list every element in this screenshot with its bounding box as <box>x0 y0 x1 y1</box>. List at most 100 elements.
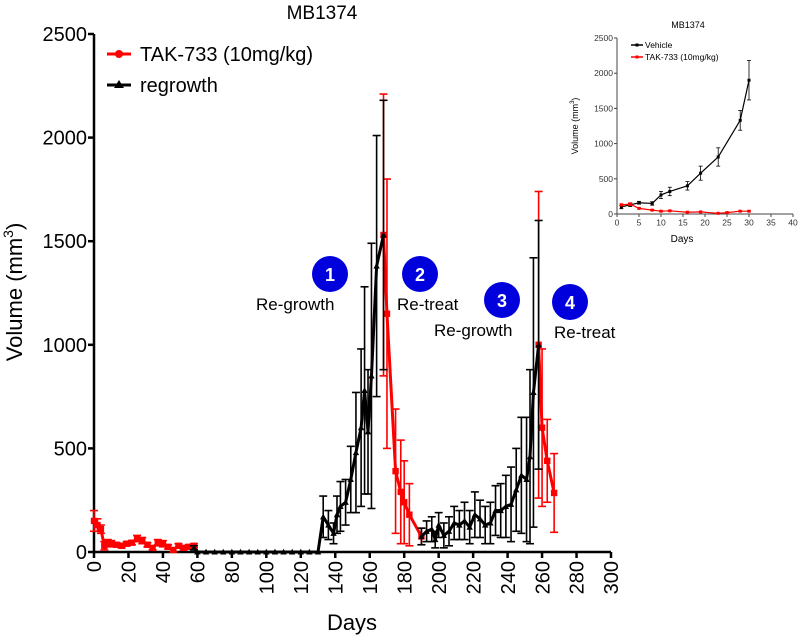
main-series-regrowth-point <box>481 521 489 528</box>
main-y-tick-label: 2500 <box>43 24 88 46</box>
inset-series-vehicle-point <box>716 155 720 159</box>
inset-y-label: Volume (mm3) <box>570 98 580 155</box>
main-series-regrowth-point <box>428 526 435 532</box>
main-series-regrowth-point <box>194 548 201 555</box>
main-series-tak733-point <box>180 544 187 552</box>
main-series-regrowth-point <box>492 507 499 514</box>
inset-series-vehicle-point <box>685 184 689 188</box>
main-series-tak733-point <box>170 546 177 554</box>
main-series-regrowth-point <box>461 517 468 524</box>
main-series-regrowth-point <box>320 513 327 520</box>
inset-series-tak733-point <box>659 209 663 213</box>
main-series-tak733-point <box>406 511 413 518</box>
inset-series-vehicle-point <box>637 201 641 205</box>
inset-series-vehicle-point <box>619 205 623 209</box>
annotation-3-label: Re-growth <box>434 321 512 340</box>
main-y-tick-label: 1000 <box>43 335 88 357</box>
annotation-1-number: 1 <box>325 265 335 285</box>
main-x-tick-label: 180 <box>394 561 416 594</box>
inset-y-label-sup: 3 <box>570 100 576 104</box>
main-series-tak733-point <box>159 540 167 547</box>
main-x-tick-label: 0 <box>84 561 106 572</box>
inset-series-tak733-point <box>650 208 654 212</box>
main-series-regrowth-point <box>373 262 380 269</box>
legend-tak733-marker <box>115 50 123 58</box>
inset-series-vehicle-point <box>659 193 663 197</box>
main-series-tak733-point <box>101 542 108 549</box>
inset-series-vehicle-point <box>650 201 654 205</box>
main-y-tick-label: 0 <box>76 542 87 564</box>
inset-legend-tak733-label: TAK-733 (10mg/kg) <box>645 52 719 62</box>
main-series-tak733-point <box>149 544 156 552</box>
main-series-regrowth-point <box>202 548 210 555</box>
main-series-regrowth-point <box>288 548 296 555</box>
annotation-4-label: Re-treat <box>554 323 616 342</box>
inset-plot-area: 0 500 1000 1500 2000 2500 0 5 10 15 20 25 30 35 40 <box>594 33 798 228</box>
main-series-tak733-line <box>537 344 556 494</box>
annotation-2-label: Re-treat <box>397 295 459 314</box>
main-series-tak733-point <box>392 467 399 475</box>
inset-y-tick-label: 0 <box>608 209 613 219</box>
main-x-tick-label: 300 <box>601 561 623 594</box>
inset-x-label: Days <box>671 234 694 245</box>
main-x-tick-label: 160 <box>360 561 382 594</box>
main-series-regrowth-point <box>513 486 520 493</box>
main-series-regrowth-point <box>535 341 542 348</box>
main-series-regrowth-point <box>220 548 227 555</box>
main-series-tak733-point <box>544 457 551 465</box>
inset-series-vehicle-point <box>668 189 672 193</box>
inset-x-tick-label: 35 <box>766 218 776 228</box>
main-x-tick-label: 140 <box>325 561 347 594</box>
main-y-label: Volume (mm3) <box>0 223 27 362</box>
main-series-tak733-point <box>154 539 161 546</box>
main-series-tak733-point <box>104 539 111 546</box>
main-series-regrowth-point <box>306 548 313 555</box>
main-series-regrowth-point <box>361 387 368 393</box>
main-series-tak733-point <box>175 542 182 549</box>
annotation-1: 1 Re-growth <box>256 256 348 314</box>
inset-legend-vehicle-label: Vehicle <box>645 40 673 50</box>
main-series-tak733-point <box>144 541 151 548</box>
legend-tak733-label: TAK-733 (10mg/kg) <box>140 44 313 66</box>
annotation-3-number: 3 <box>497 291 507 311</box>
main-x-tick-label: 280 <box>567 561 589 594</box>
main-series-tak733-point <box>133 535 141 542</box>
inset-series-vehicle-line <box>621 80 750 208</box>
main-series-tak733-point <box>123 540 130 547</box>
main-x-tick-label: 220 <box>463 561 485 594</box>
main-series-regrowth-point <box>445 528 453 534</box>
inset-series-tak733-line <box>621 203 749 214</box>
inset-series-tak733-point <box>685 210 689 214</box>
inset-x-tick-label: 5 <box>637 218 642 228</box>
inset-series-tak733-point <box>619 203 623 207</box>
main-series-tak733-point <box>108 540 115 547</box>
main-series-tak733-point <box>401 499 408 506</box>
inset-series-vehicle-point <box>747 78 751 82</box>
inset-legend-vehicle-marker <box>635 43 639 47</box>
main-series-regrowth-point <box>347 476 354 483</box>
annotation-2-circle <box>402 256 438 292</box>
main-series-regrowth-point <box>497 507 504 514</box>
main-series-tak733-point <box>118 542 125 549</box>
inset-series-tak733-point <box>637 206 641 210</box>
main-series-regrowth-point <box>368 372 375 379</box>
main-series-regrowth-point <box>228 548 236 555</box>
main-x-tick-label: 120 <box>291 561 313 594</box>
main-series-tak733-point <box>139 537 146 544</box>
main-series-regrowth-point <box>352 449 360 456</box>
inset-x-tick-label: 25 <box>722 218 732 228</box>
legend-regrowth-marker <box>114 80 124 88</box>
main-series-regrowth-point <box>440 532 448 538</box>
annotation-1-circle <box>312 256 348 292</box>
main-series-tak733-point <box>383 310 391 317</box>
main-series-regrowth-point <box>263 548 270 555</box>
inset-legend-tak733-marker <box>635 55 639 59</box>
main-series-regrowth-point <box>245 548 253 555</box>
inset-y-label-text: Volume (mm <box>570 104 580 155</box>
main-series-regrowth-point <box>423 528 430 534</box>
main-series-regrowth-point <box>190 544 198 551</box>
main-series-regrowth-point <box>254 548 261 555</box>
main-legend: TAK-733 (10mg/kg) regrowth <box>107 44 313 97</box>
inset-series-tak733-point <box>716 211 720 215</box>
